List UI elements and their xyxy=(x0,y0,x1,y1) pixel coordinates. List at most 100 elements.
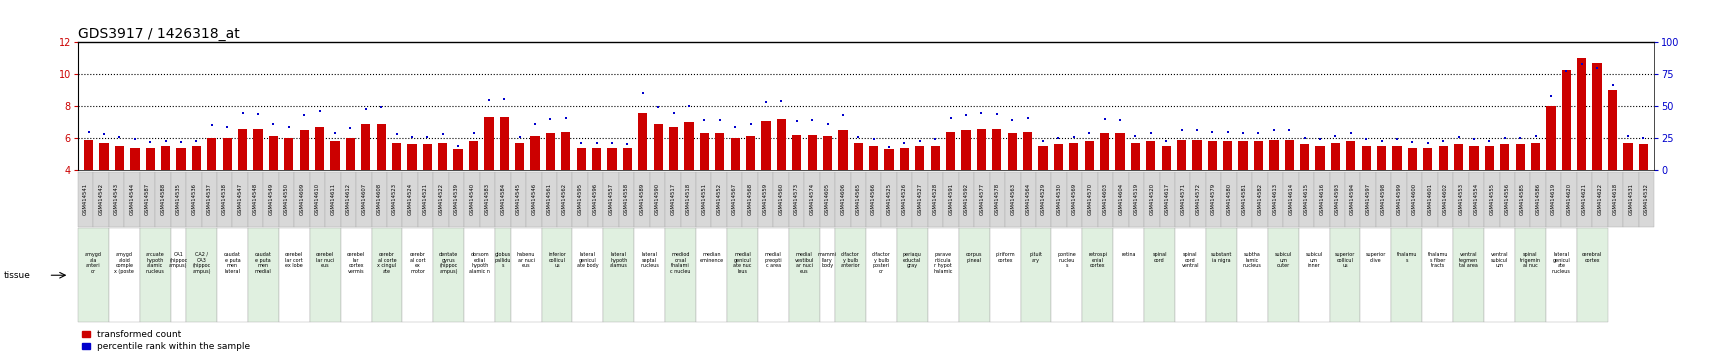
Bar xyxy=(391,143,402,170)
Text: GSM414550: GSM414550 xyxy=(284,183,289,215)
Point xyxy=(414,134,442,139)
Bar xyxy=(992,129,1001,170)
Point xyxy=(984,111,1011,117)
Point xyxy=(1429,138,1457,143)
Bar xyxy=(807,135,818,170)
Point xyxy=(1413,140,1441,146)
Bar xyxy=(1178,139,1186,170)
Text: GSM414541: GSM414541 xyxy=(83,183,88,215)
Bar xyxy=(1531,143,1540,170)
Point xyxy=(521,121,549,127)
Bar xyxy=(376,124,386,170)
Text: GSM414518: GSM414518 xyxy=(686,183,691,215)
Bar xyxy=(177,148,185,170)
Bar xyxy=(1453,144,1464,170)
Bar xyxy=(592,148,601,170)
Text: GSM414616: GSM414616 xyxy=(1320,183,1325,215)
Text: cerebr
al corte
x cingul
ate: cerebr al corte x cingul ate xyxy=(378,252,397,274)
Text: GSM414536: GSM414536 xyxy=(191,183,196,215)
Text: GSM414552: GSM414552 xyxy=(717,183,722,215)
Text: GSM414596: GSM414596 xyxy=(592,183,598,215)
Text: GSM414555: GSM414555 xyxy=(1490,183,1495,215)
Bar xyxy=(1084,141,1095,170)
Bar xyxy=(1024,132,1032,170)
Text: subicul
um
outer: subicul um outer xyxy=(1275,252,1292,268)
Bar xyxy=(1330,143,1341,170)
Point xyxy=(90,131,118,137)
Text: GSM414573: GSM414573 xyxy=(793,183,798,215)
Text: GSM414617: GSM414617 xyxy=(1166,183,1169,215)
Point xyxy=(1013,115,1041,120)
Text: GSM414522: GSM414522 xyxy=(438,183,443,215)
Bar xyxy=(253,129,263,170)
Text: GSM414537: GSM414537 xyxy=(206,183,211,215)
Text: corpus
pineal: corpus pineal xyxy=(966,252,982,263)
Point xyxy=(859,137,887,142)
Text: median
eminence: median eminence xyxy=(700,252,724,263)
Point xyxy=(1444,134,1472,139)
Legend: transformed count, percentile rank within the sample: transformed count, percentile rank withi… xyxy=(83,330,249,351)
Text: pontine
nucleu
s: pontine nucleu s xyxy=(1058,252,1076,268)
Text: dentate
gyrus
(hippoc
ampus): dentate gyrus (hippoc ampus) xyxy=(440,252,459,274)
Bar xyxy=(284,138,293,170)
Point xyxy=(660,110,688,115)
Bar xyxy=(1500,144,1509,170)
Point xyxy=(537,116,565,122)
Point xyxy=(1476,138,1503,143)
Point xyxy=(814,121,842,127)
Point xyxy=(1398,139,1425,145)
Point xyxy=(475,97,502,103)
Text: medial
vestibul
ar nuci
eus: medial vestibul ar nuci eus xyxy=(795,252,814,274)
Text: CA2 /
CA3
(hippoc
ampus): CA2 / CA3 (hippoc ampus) xyxy=(192,252,211,274)
Bar xyxy=(869,146,878,170)
Text: GSM414569: GSM414569 xyxy=(1072,183,1077,215)
Text: GSM414539: GSM414539 xyxy=(454,183,459,215)
Bar xyxy=(1439,146,1448,170)
Text: GSM414587: GSM414587 xyxy=(145,183,151,215)
Text: GSM414556: GSM414556 xyxy=(1505,183,1510,215)
Bar xyxy=(192,146,201,170)
Text: GSM414546: GSM414546 xyxy=(532,183,537,215)
Text: GSM414614: GSM414614 xyxy=(1289,183,1294,215)
Bar xyxy=(161,146,170,170)
Bar xyxy=(1223,141,1233,170)
Bar xyxy=(130,148,140,170)
Bar xyxy=(208,138,216,170)
Text: GSM414528: GSM414528 xyxy=(934,183,939,215)
Text: cerebr
al cort
ex
motor: cerebr al cort ex motor xyxy=(410,252,426,274)
Text: superior
collicul
us: superior collicul us xyxy=(1335,252,1354,268)
Bar xyxy=(1270,139,1278,170)
Bar xyxy=(423,144,431,170)
Text: GSM414571: GSM414571 xyxy=(1179,183,1185,215)
Bar xyxy=(1408,148,1417,170)
Point xyxy=(767,98,795,104)
Text: GSM414559: GSM414559 xyxy=(764,183,767,215)
Text: GSM414563: GSM414563 xyxy=(1010,183,1015,215)
Point xyxy=(1290,135,1318,141)
Text: GSM414580: GSM414580 xyxy=(1226,183,1231,215)
Text: GSM414594: GSM414594 xyxy=(1351,183,1354,215)
Text: GSM414601: GSM414601 xyxy=(1427,183,1432,215)
Bar xyxy=(823,136,831,170)
Text: cerebral
cortex: cerebral cortex xyxy=(1581,252,1602,263)
Text: spinal
trigemin
al nuc: spinal trigemin al nuc xyxy=(1521,252,1541,268)
Text: GSM414572: GSM414572 xyxy=(1195,183,1200,215)
Text: GSM414570: GSM414570 xyxy=(1088,183,1093,215)
Text: GSM414591: GSM414591 xyxy=(949,183,954,215)
Bar xyxy=(731,138,740,170)
Bar xyxy=(1207,141,1218,170)
Point xyxy=(1167,127,1195,133)
Text: GSM414588: GSM414588 xyxy=(161,183,166,215)
Text: lateral
genicul
ate
nucleus: lateral genicul ate nucleus xyxy=(1552,252,1571,274)
Point xyxy=(1630,135,1658,141)
Point xyxy=(168,139,196,145)
Point xyxy=(998,118,1025,123)
Text: GSM414553: GSM414553 xyxy=(1458,183,1464,215)
Bar xyxy=(946,132,956,170)
Text: olfactor
y bulb
posteri
or: olfactor y bulb posteri or xyxy=(871,252,890,274)
Bar xyxy=(362,124,371,170)
Point xyxy=(752,99,779,105)
Point xyxy=(736,121,764,127)
Text: GSM414586: GSM414586 xyxy=(1536,183,1541,215)
Point xyxy=(1536,93,1564,99)
